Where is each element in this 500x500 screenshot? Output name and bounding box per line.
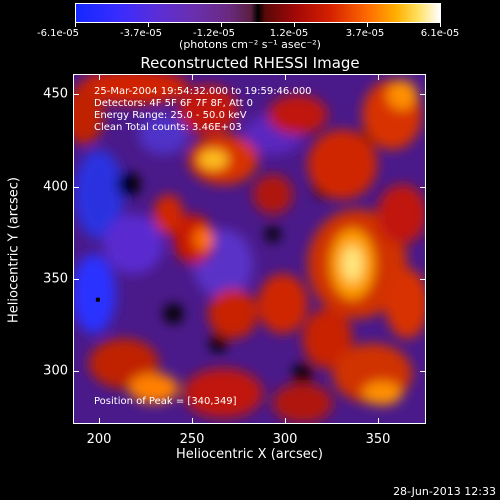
x-tick-label: 350 bbox=[365, 432, 391, 447]
time-range-text: 25-Mar-2004 19:54:32.000 to 19:59:46.000 bbox=[94, 86, 312, 97]
colorbar-tick bbox=[440, 23, 441, 27]
x-axis-label: Heliocentric X (arcsec) bbox=[176, 447, 323, 462]
image-title: Reconstructed RHESSI Image bbox=[140, 54, 360, 72]
colorbar-tick bbox=[75, 23, 76, 27]
colorbar-label: -3.7e-05 bbox=[120, 28, 162, 39]
footer-date: 28-Jun-2013 12:33 bbox=[393, 485, 496, 498]
x-tick-label: 200 bbox=[86, 432, 112, 447]
colorbar-tick bbox=[367, 23, 368, 27]
colorbar-tick bbox=[294, 23, 295, 27]
colorbar-units: (photons cm⁻² s⁻¹ asec⁻²) bbox=[179, 38, 321, 51]
colorbar-tick bbox=[148, 23, 149, 27]
y-tick bbox=[73, 279, 79, 280]
y-tick bbox=[420, 371, 426, 372]
y-tick bbox=[420, 279, 426, 280]
colorbar-label: -6.1e-05 bbox=[37, 28, 79, 39]
y-tick-label: 450 bbox=[43, 86, 68, 102]
x-tick bbox=[378, 74, 379, 80]
energy-range-text: Energy Range: 25.0 - 50.0 keV bbox=[94, 110, 247, 121]
x-tick bbox=[99, 74, 100, 80]
xray-image-map bbox=[74, 75, 425, 423]
colorbar-label: -1.2e-05 bbox=[193, 28, 235, 39]
colorbar-label: 6.1e-05 bbox=[420, 28, 460, 39]
colorbar-label: 3.7e-05 bbox=[345, 28, 385, 39]
detectors-text: Detectors: 4F 5F 6F 7F 8F, Att 0 bbox=[94, 98, 254, 109]
x-tick-label: 250 bbox=[179, 432, 205, 447]
image-plot bbox=[73, 74, 426, 424]
clean-counts-text: Clean Total counts: 3.46E+03 bbox=[94, 122, 242, 133]
y-tick bbox=[420, 187, 426, 188]
colorbar-tick bbox=[221, 23, 222, 27]
y-tick-label: 350 bbox=[43, 271, 68, 287]
peak-position-text: Position of Peak = [340,349] bbox=[94, 396, 237, 407]
x-tick bbox=[285, 74, 286, 80]
x-tick bbox=[192, 74, 193, 80]
y-tick bbox=[420, 94, 426, 95]
y-tick bbox=[73, 187, 79, 188]
y-tick-label: 300 bbox=[43, 363, 68, 379]
colorbar bbox=[75, 3, 441, 23]
y-axis-label: Heliocentric Y (arcsec) bbox=[6, 177, 22, 323]
x-tick bbox=[285, 418, 286, 424]
colorbar-label: 1.2e-05 bbox=[269, 28, 309, 39]
y-tick bbox=[73, 94, 79, 95]
x-tick bbox=[378, 418, 379, 424]
y-tick bbox=[73, 371, 79, 372]
y-tick-label: 400 bbox=[43, 179, 68, 195]
x-tick-label: 300 bbox=[272, 432, 298, 447]
x-tick bbox=[192, 418, 193, 424]
colorbar-gradient bbox=[76, 4, 440, 22]
x-tick bbox=[99, 418, 100, 424]
